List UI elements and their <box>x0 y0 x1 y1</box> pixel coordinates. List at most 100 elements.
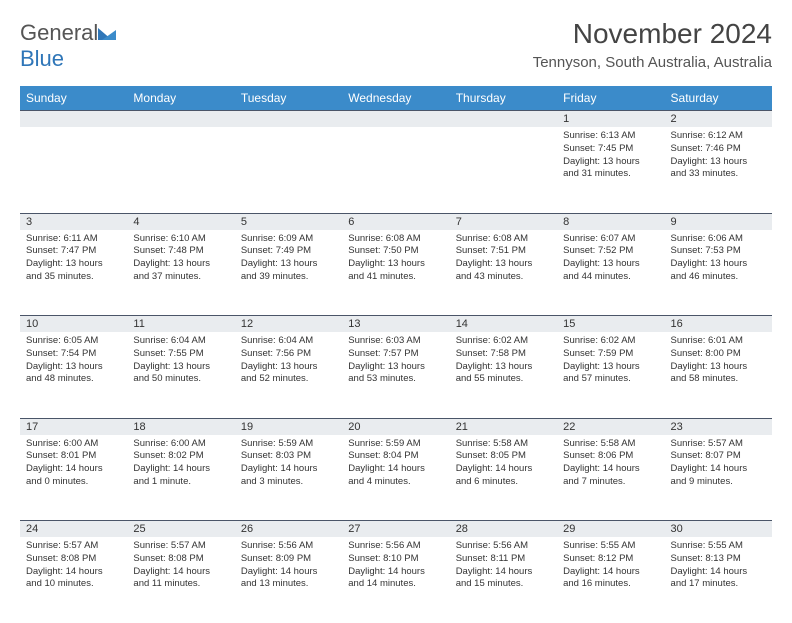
day-detail-line: Sunrise: 5:56 AM <box>348 540 443 553</box>
weekday-header: Friday <box>557 86 664 111</box>
day-number-cell: 20 <box>342 418 449 435</box>
day-detail-line: Daylight: 14 hours <box>133 463 228 476</box>
day-detail-line: Daylight: 14 hours <box>563 566 658 579</box>
day-details: Sunrise: 6:01 AMSunset: 8:00 PMDaylight:… <box>665 332 772 390</box>
day-number-cell: 16 <box>665 316 772 333</box>
day-detail-line: Sunset: 7:52 PM <box>563 245 658 258</box>
day-body-cell: Sunrise: 6:13 AMSunset: 7:45 PMDaylight:… <box>557 127 664 213</box>
day-body-cell: Sunrise: 6:10 AMSunset: 7:48 PMDaylight:… <box>127 230 234 316</box>
day-details: Sunrise: 5:59 AMSunset: 8:03 PMDaylight:… <box>235 435 342 493</box>
day-detail-line: Sunset: 7:55 PM <box>133 348 228 361</box>
day-detail-line: Sunrise: 6:04 AM <box>133 335 228 348</box>
day-body-cell: Sunrise: 5:58 AMSunset: 8:05 PMDaylight:… <box>450 435 557 521</box>
day-detail-line: Sunset: 8:00 PM <box>671 348 766 361</box>
day-details: Sunrise: 5:58 AMSunset: 8:06 PMDaylight:… <box>557 435 664 493</box>
day-details: Sunrise: 6:11 AMSunset: 7:47 PMDaylight:… <box>20 230 127 288</box>
day-detail-line: Sunrise: 5:55 AM <box>563 540 658 553</box>
day-body-cell: Sunrise: 5:59 AMSunset: 8:04 PMDaylight:… <box>342 435 449 521</box>
day-number-cell: 21 <box>450 418 557 435</box>
day-number-cell: 5 <box>235 213 342 230</box>
day-number-cell: 17 <box>20 418 127 435</box>
day-detail-line: and 39 minutes. <box>241 271 336 284</box>
day-body-cell: Sunrise: 6:11 AMSunset: 7:47 PMDaylight:… <box>20 230 127 316</box>
weekday-header: Saturday <box>665 86 772 111</box>
day-detail-line: Sunset: 8:10 PM <box>348 553 443 566</box>
day-details: Sunrise: 5:59 AMSunset: 8:04 PMDaylight:… <box>342 435 449 493</box>
day-detail-line: Sunrise: 5:59 AM <box>348 438 443 451</box>
day-body-cell: Sunrise: 5:59 AMSunset: 8:03 PMDaylight:… <box>235 435 342 521</box>
day-detail-line: Sunrise: 6:10 AM <box>133 233 228 246</box>
day-detail-line: Sunset: 7:56 PM <box>241 348 336 361</box>
day-detail-line: Sunset: 8:13 PM <box>671 553 766 566</box>
day-detail-line: Daylight: 13 hours <box>348 361 443 374</box>
day-details <box>127 127 234 134</box>
day-detail-line: Daylight: 13 hours <box>671 361 766 374</box>
day-detail-line: Sunset: 7:49 PM <box>241 245 336 258</box>
day-detail-line: Daylight: 14 hours <box>26 566 121 579</box>
day-number-cell: 27 <box>342 521 449 538</box>
day-detail-line: Sunset: 7:48 PM <box>133 245 228 258</box>
day-detail-line: Sunset: 7:45 PM <box>563 143 658 156</box>
day-detail-line: and 14 minutes. <box>348 578 443 591</box>
month-title: November 2024 <box>533 18 772 50</box>
day-body-cell: Sunrise: 6:05 AMSunset: 7:54 PMDaylight:… <box>20 332 127 418</box>
day-number-cell <box>450 111 557 128</box>
day-number-cell <box>235 111 342 128</box>
day-detail-line: Sunset: 7:50 PM <box>348 245 443 258</box>
day-detail-line: Sunrise: 6:07 AM <box>563 233 658 246</box>
day-number-cell: 2 <box>665 111 772 128</box>
day-body-cell: Sunrise: 6:12 AMSunset: 7:46 PMDaylight:… <box>665 127 772 213</box>
day-detail-line: Sunset: 8:11 PM <box>456 553 551 566</box>
day-body-cell: Sunrise: 5:57 AMSunset: 8:07 PMDaylight:… <box>665 435 772 521</box>
day-detail-line: Sunset: 8:12 PM <box>563 553 658 566</box>
day-body-cell: Sunrise: 5:55 AMSunset: 8:13 PMDaylight:… <box>665 537 772 623</box>
day-details: Sunrise: 6:09 AMSunset: 7:49 PMDaylight:… <box>235 230 342 288</box>
day-details: Sunrise: 6:04 AMSunset: 7:56 PMDaylight:… <box>235 332 342 390</box>
day-details: Sunrise: 5:55 AMSunset: 8:12 PMDaylight:… <box>557 537 664 595</box>
page-header: General Blue November 2024 Tennyson, Sou… <box>20 18 772 72</box>
day-detail-line: and 55 minutes. <box>456 373 551 386</box>
day-details: Sunrise: 6:05 AMSunset: 7:54 PMDaylight:… <box>20 332 127 390</box>
day-detail-line: Sunrise: 6:13 AM <box>563 130 658 143</box>
day-detail-line: Daylight: 13 hours <box>671 258 766 271</box>
day-number-cell: 30 <box>665 521 772 538</box>
day-detail-line: Sunset: 7:57 PM <box>348 348 443 361</box>
day-number-cell: 29 <box>557 521 664 538</box>
day-details: Sunrise: 5:57 AMSunset: 8:08 PMDaylight:… <box>127 537 234 595</box>
logo-text: General Blue <box>20 20 118 72</box>
day-details: Sunrise: 6:07 AMSunset: 7:52 PMDaylight:… <box>557 230 664 288</box>
day-details: Sunrise: 6:10 AMSunset: 7:48 PMDaylight:… <box>127 230 234 288</box>
day-number-row: 12 <box>20 111 772 128</box>
logo-word2: Blue <box>20 46 64 71</box>
day-detail-line: and 10 minutes. <box>26 578 121 591</box>
day-details: Sunrise: 6:02 AMSunset: 7:59 PMDaylight:… <box>557 332 664 390</box>
day-number-cell: 11 <box>127 316 234 333</box>
day-details <box>235 127 342 134</box>
day-body-cell: Sunrise: 6:06 AMSunset: 7:53 PMDaylight:… <box>665 230 772 316</box>
day-detail-line: Sunset: 8:05 PM <box>456 450 551 463</box>
day-detail-line: Sunset: 8:09 PM <box>241 553 336 566</box>
day-number-cell: 12 <box>235 316 342 333</box>
day-detail-line: and 52 minutes. <box>241 373 336 386</box>
day-number-cell: 28 <box>450 521 557 538</box>
day-detail-line: Sunset: 8:07 PM <box>671 450 766 463</box>
day-number-cell: 18 <box>127 418 234 435</box>
day-number-cell: 1 <box>557 111 664 128</box>
day-detail-line: and 31 minutes. <box>563 168 658 181</box>
day-detail-line: Daylight: 14 hours <box>456 566 551 579</box>
day-detail-line: and 48 minutes. <box>26 373 121 386</box>
day-body-cell: Sunrise: 6:04 AMSunset: 7:55 PMDaylight:… <box>127 332 234 418</box>
day-detail-line: Daylight: 13 hours <box>133 258 228 271</box>
day-detail-line: and 33 minutes. <box>671 168 766 181</box>
day-detail-line: Daylight: 13 hours <box>671 156 766 169</box>
day-detail-line: Sunset: 7:58 PM <box>456 348 551 361</box>
day-number-cell: 3 <box>20 213 127 230</box>
logo: General Blue <box>20 18 118 72</box>
day-body-row: Sunrise: 6:11 AMSunset: 7:47 PMDaylight:… <box>20 230 772 316</box>
day-detail-line: Sunrise: 6:09 AM <box>241 233 336 246</box>
day-details: Sunrise: 5:56 AMSunset: 8:11 PMDaylight:… <box>450 537 557 595</box>
day-details <box>450 127 557 134</box>
day-detail-line: Sunset: 8:02 PM <box>133 450 228 463</box>
day-detail-line: Sunrise: 6:02 AM <box>456 335 551 348</box>
day-body-cell: Sunrise: 6:01 AMSunset: 8:00 PMDaylight:… <box>665 332 772 418</box>
